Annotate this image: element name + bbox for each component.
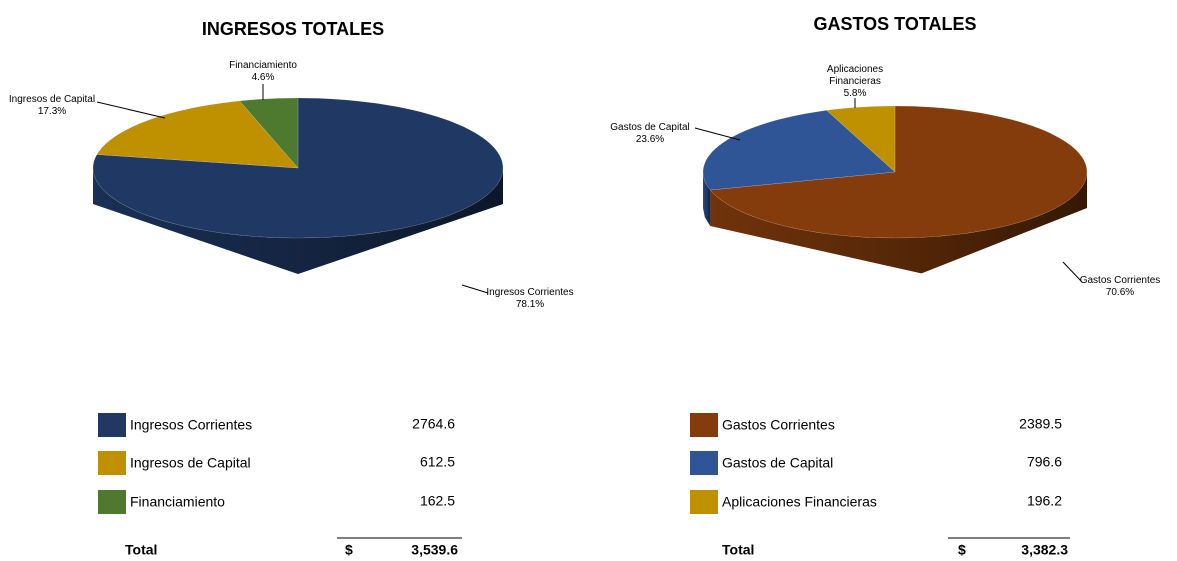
total: 3,382.3	[1021, 542, 1068, 558]
amount: 612.5	[420, 454, 455, 470]
pie-slice	[702, 110, 896, 191]
pie-slice	[826, 105, 896, 173]
slice-name: Gastos de Capital	[610, 122, 690, 133]
legend-swatch	[98, 413, 126, 437]
pie-slice	[239, 97, 299, 169]
slice-percent: 5.8%	[843, 88, 867, 99]
legend-swatch	[690, 451, 718, 475]
slice-percent: 4.6%	[251, 72, 275, 83]
chart-title: INGRESOS TOTALES	[202, 19, 384, 39]
legend-name: Aplicaciones Financieras	[722, 494, 877, 510]
slice-label: Aplicaciones Financieras 5.8%	[823, 64, 887, 100]
amount: 2389.5	[1019, 416, 1062, 432]
slice-label: Gastos Corrientes 70.6%	[1070, 275, 1170, 299]
pie-slice	[709, 105, 1088, 239]
leader-line	[96, 101, 166, 119]
total: 3,539.6	[411, 542, 458, 558]
legend-name: Gastos Corrientes	[722, 417, 835, 433]
currency: $	[345, 542, 353, 558]
amount: 2764.6	[412, 416, 455, 432]
slice-name: Ingresos Corrientes	[486, 287, 574, 298]
total-label: Total	[722, 542, 754, 558]
slice-percent: 23.6%	[635, 134, 665, 145]
currency: $	[958, 542, 966, 558]
legend-name: Ingresos de Capital	[130, 455, 251, 471]
legend-swatch	[690, 413, 718, 437]
amount: 162.5	[420, 493, 455, 509]
slice-percent: 70.6%	[1105, 287, 1135, 298]
slice-name: Gastos Corrientes	[1079, 275, 1161, 286]
slice-label: Ingresos de Capital 17.3%	[2, 94, 102, 118]
slice-percent: 17.3%	[37, 106, 67, 117]
slice-name: Ingresos de Capital	[8, 94, 96, 105]
legend-swatch	[690, 490, 718, 514]
pie-side-shade	[703, 172, 711, 226]
pie-slice	[96, 100, 299, 169]
leader-line	[1062, 261, 1083, 283]
pie-side-shade	[710, 172, 1087, 274]
slice-name: Aplicaciones Financieras	[826, 64, 884, 87]
leader-line	[694, 127, 741, 141]
slice-percent: 78.1%	[515, 299, 545, 310]
legend-swatch	[98, 490, 126, 514]
pie-side-shade	[93, 168, 503, 274]
slice-label: Gastos de Capital 23.6%	[600, 122, 700, 146]
legend-name: Financiamiento	[130, 494, 225, 510]
legend-name: Gastos de Capital	[722, 455, 833, 471]
amount: 196.2	[1027, 493, 1062, 509]
slice-name: Financiamiento	[229, 60, 297, 71]
legend-name: Ingresos Corrientes	[130, 417, 252, 433]
chart-title: GASTOS TOTALES	[813, 14, 976, 34]
leader-line	[461, 284, 489, 294]
slice-label: Financiamiento 4.6%	[218, 60, 308, 84]
legend-swatch	[98, 451, 126, 475]
total-label: Total	[125, 542, 157, 558]
slice-label: Ingresos Corrientes 78.1%	[475, 287, 585, 311]
amount: 796.6	[1027, 454, 1062, 470]
